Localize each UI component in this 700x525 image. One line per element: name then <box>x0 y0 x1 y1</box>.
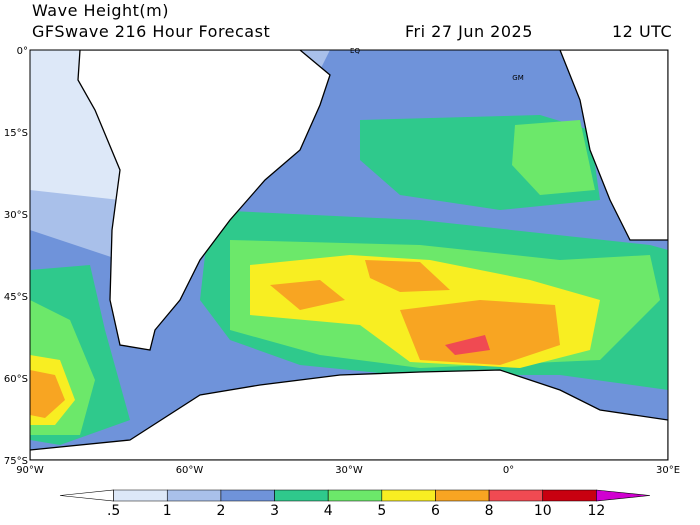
lat-label: 45°S <box>4 292 28 303</box>
wave-band <box>30 370 65 418</box>
lat-labels: 0° 15°S 30°S 45°S 60°S 75°S <box>4 46 28 467</box>
colorbar-swatch <box>59 489 114 502</box>
south-america <box>77 50 331 351</box>
lon-label: 60°W <box>176 465 204 476</box>
antarctica <box>30 369 668 460</box>
colorbar-label: 1 <box>163 503 172 519</box>
africa <box>559 50 668 241</box>
lon-label: 0° <box>503 465 514 476</box>
colorbar-label: 8 <box>485 503 494 519</box>
colorbar-swatch <box>220 489 275 502</box>
colorbar-swatch <box>166 489 222 502</box>
wave-band <box>270 260 560 365</box>
colorbar-label: 4 <box>324 503 333 519</box>
lon-labels: 90°W 60°W 30°W 0° 30°E <box>16 465 680 476</box>
colorbar-swatch <box>542 489 597 502</box>
colorbar-label: 6 <box>431 503 440 519</box>
colorbar-label: 5 <box>377 503 386 519</box>
colorbar-label: .5 <box>107 503 120 519</box>
lat-label: 0° <box>17 46 28 57</box>
colorbar-label: 12 <box>587 503 605 519</box>
map: EQ GM <box>29 47 669 461</box>
wave-band <box>512 120 595 195</box>
colorbar-swatch <box>435 489 490 502</box>
colorbar-label: 3 <box>270 503 279 519</box>
colorbar-label: 10 <box>534 503 552 519</box>
lon-label: 30°E <box>656 465 680 476</box>
colorbar: .5 1 2 3 4 5 6 8 10 12 <box>59 489 651 519</box>
colorbar-swatch <box>596 489 651 502</box>
lat-label: 60°S <box>4 374 28 385</box>
lon-label: 30°W <box>335 465 363 476</box>
lat-label: 75°S <box>4 456 28 467</box>
colorbar-swatch <box>274 489 329 502</box>
lat-label: 30°S <box>4 210 28 221</box>
place-label: GM <box>512 74 523 82</box>
lon-label: 90°W <box>16 465 44 476</box>
lat-label: 15°S <box>4 128 28 139</box>
colorbar-swatch <box>113 489 168 502</box>
time: 12 UTC <box>612 22 672 41</box>
title: Wave Height(m) <box>32 1 169 20</box>
colorbar-swatch <box>327 489 383 502</box>
colorbar-label: 2 <box>216 503 225 519</box>
colorbar-swatch <box>488 489 544 502</box>
colorbar-swatch <box>381 489 436 502</box>
subtitle: GFSwave 216 Hour Forecast <box>32 22 270 41</box>
wave-band <box>445 335 490 355</box>
date: Fri 27 Jun 2025 <box>405 22 533 41</box>
place-label: EQ <box>350 47 360 55</box>
map-frame <box>29 49 669 461</box>
